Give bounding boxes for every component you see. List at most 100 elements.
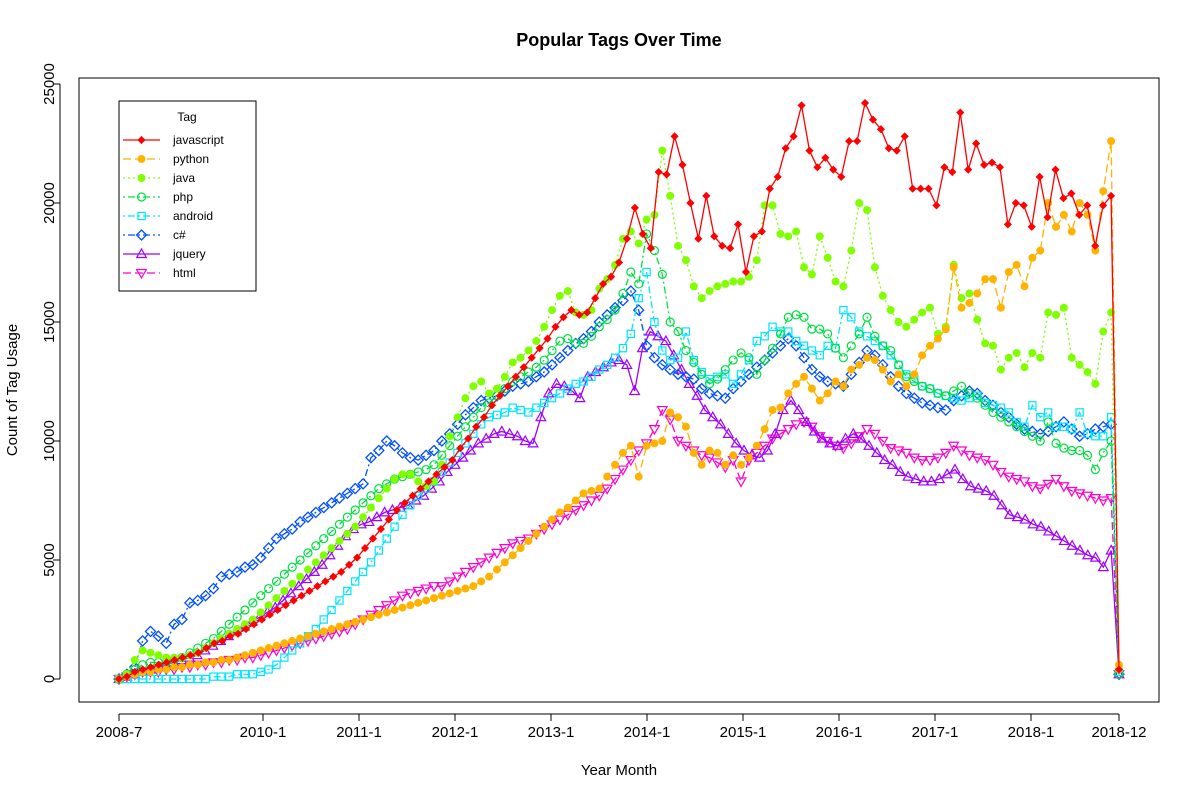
data-point (440, 463, 449, 472)
data-point (472, 422, 481, 431)
data-point (311, 541, 321, 551)
data-point (130, 655, 139, 664)
data-point (665, 317, 675, 327)
data-point (918, 308, 927, 317)
data-point (681, 256, 690, 265)
data-point (464, 444, 477, 455)
data-point (327, 605, 336, 615)
series-line (118, 408, 1120, 680)
data-point (886, 458, 899, 469)
data-point (686, 198, 695, 208)
data-point (876, 436, 889, 448)
data-point (398, 603, 407, 612)
legend-entry-android: android (123, 209, 213, 223)
data-point (1098, 448, 1108, 458)
data-point (511, 430, 524, 441)
y-axis-label: Count of Tag Usage (4, 324, 21, 456)
data-point (705, 287, 714, 296)
data-point (902, 322, 911, 331)
data-point (730, 437, 743, 448)
data-point (420, 584, 432, 595)
data-point (300, 572, 313, 584)
data-point (233, 653, 242, 662)
data-point (1028, 253, 1037, 262)
data-point (400, 498, 409, 507)
data-point (705, 446, 714, 455)
data-point (792, 379, 801, 388)
data-point (606, 272, 616, 281)
data-point (650, 439, 659, 448)
data-point (162, 658, 171, 667)
data-point (540, 322, 549, 331)
data-point (327, 544, 336, 553)
data-point (797, 101, 806, 110)
data-point (768, 406, 777, 415)
data-point (610, 305, 620, 315)
data-point (201, 674, 210, 684)
data-point (1027, 431, 1037, 441)
data-point (878, 365, 887, 374)
data-point (491, 548, 503, 560)
data-point (333, 492, 346, 505)
data-point (662, 170, 671, 179)
data-point (240, 605, 250, 615)
series-java (115, 146, 1124, 684)
data-point (376, 524, 385, 534)
data-point (932, 201, 941, 210)
data-point (618, 448, 627, 457)
data-point (495, 391, 505, 400)
data-point (673, 353, 683, 362)
data-point (774, 339, 787, 352)
data-point (527, 353, 536, 362)
data-point (618, 343, 628, 353)
data-point (366, 503, 375, 512)
data-point (949, 463, 961, 474)
data-point (406, 601, 415, 610)
data-point (137, 154, 146, 163)
data-point (599, 279, 608, 288)
data-point (547, 345, 557, 356)
data-point (467, 563, 480, 574)
data-point (963, 451, 976, 462)
data-point (697, 369, 707, 379)
data-point (368, 534, 378, 543)
data-point (767, 343, 778, 353)
data-point (373, 605, 385, 617)
data-point (714, 418, 727, 429)
data-point (1059, 194, 1068, 203)
data-point (1105, 544, 1118, 555)
legend-entry-javascript: javascript (123, 133, 224, 147)
data-point (815, 232, 824, 241)
data-point (808, 425, 821, 436)
data-point (335, 536, 344, 545)
x-tick-label: 2017-1 (912, 724, 959, 741)
data-point (571, 496, 580, 505)
data-point (392, 505, 401, 515)
data-point (995, 163, 1005, 172)
data-point (829, 165, 838, 174)
data-point (626, 267, 636, 277)
data-point (574, 391, 586, 403)
data-point (248, 670, 258, 679)
data-point (130, 667, 139, 676)
data-point (636, 341, 649, 353)
data-point (760, 355, 770, 365)
data-point (503, 427, 516, 438)
data-point (388, 439, 401, 452)
data-point (193, 674, 202, 684)
data-point (721, 279, 730, 288)
data-point (1083, 367, 1092, 376)
data-point (343, 529, 352, 538)
data-point (272, 641, 281, 650)
data-point (670, 132, 679, 141)
data-point (382, 534, 391, 543)
data-point (366, 491, 376, 501)
data-point (1036, 413, 1045, 422)
data-point (308, 565, 321, 577)
data-point (957, 303, 966, 312)
y-axis: 0 5000 10000 15000 20000 25000 (41, 63, 61, 683)
data-point (926, 341, 935, 350)
data-point (246, 558, 259, 571)
data-point (209, 658, 218, 667)
data-point (965, 298, 974, 307)
